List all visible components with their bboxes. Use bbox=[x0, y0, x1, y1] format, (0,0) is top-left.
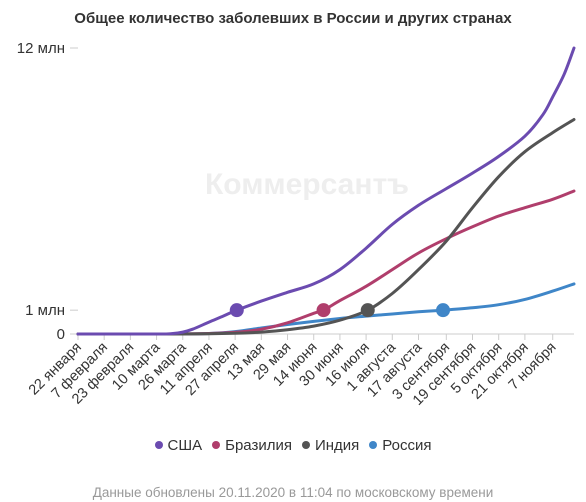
chart-title: Общее количество заболевших в России и д… bbox=[74, 10, 512, 27]
legend-label: Россия bbox=[382, 437, 432, 454]
series-line-india bbox=[76, 118, 576, 336]
series-marker-brazil bbox=[316, 303, 331, 318]
legend-label: Индия bbox=[314, 437, 360, 454]
series-marker-usa bbox=[229, 303, 244, 318]
legend-label: Бразилия bbox=[225, 437, 292, 454]
legend-item-brazil[interactable]: Бразилия bbox=[212, 437, 292, 454]
legend-dot-icon bbox=[212, 441, 221, 450]
y-tick-label: 0 bbox=[57, 326, 65, 343]
legend-label: США bbox=[167, 437, 203, 454]
y-tick-label: 1 млн bbox=[25, 302, 65, 319]
chart-legend: США Бразилия Индия Россия bbox=[0, 437, 586, 454]
legend-item-india[interactable]: Индия bbox=[301, 437, 360, 454]
series-lines bbox=[76, 46, 576, 336]
footer-note: Данные обновлены 20.11.2020 в 11:04 по м… bbox=[92, 485, 494, 500]
legend-dot-icon bbox=[301, 441, 310, 450]
legend-item-russia[interactable]: Россия bbox=[369, 437, 432, 454]
series-line-usa bbox=[76, 46, 576, 336]
watermark: Коммерсантъ bbox=[205, 168, 410, 201]
y-tick-label: 12 млн bbox=[17, 40, 65, 57]
y-axis: 0 1 млн 12 млн bbox=[17, 40, 574, 343]
series-marker-india bbox=[360, 303, 375, 318]
series-marker-russia bbox=[436, 303, 451, 318]
legend-dot-icon bbox=[369, 441, 378, 450]
series-markers bbox=[229, 303, 451, 318]
legend-item-usa[interactable]: США bbox=[154, 437, 203, 454]
legend-dot-icon bbox=[154, 441, 163, 450]
